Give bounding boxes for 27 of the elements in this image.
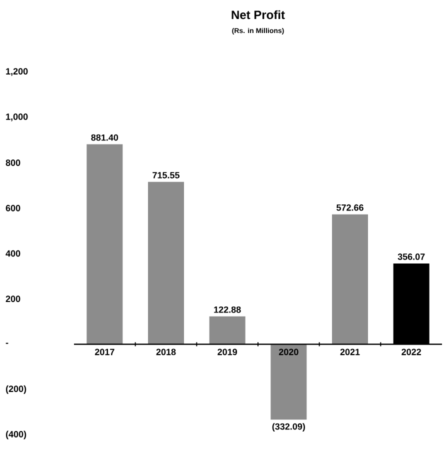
y-tick-label: 800	[6, 160, 20, 166]
bar	[332, 214, 368, 344]
bar	[270, 344, 307, 420]
chart-title: Net Profit	[232, 10, 285, 20]
y-tick-label: 400	[6, 250, 20, 257]
data-label: 881.40	[91, 134, 118, 141]
y-tick-label: (400)	[6, 430, 26, 440]
bar	[86, 144, 123, 344]
y-tick-label: 1,000	[6, 114, 28, 122]
y-tick-label: 600	[6, 204, 20, 212]
x-tick-label: 2017	[94, 348, 114, 356]
y-tick-label: (200)	[6, 385, 26, 394]
x-tick-label: 2020	[278, 348, 298, 356]
data-label: 356.07	[398, 254, 425, 260]
x-tick-label: 2019	[218, 348, 238, 356]
y-tick-label: -	[6, 342, 8, 344]
data-label: (332.09)	[272, 423, 305, 432]
y-tick-label: 1,200	[6, 68, 28, 76]
data-label: 122.88	[214, 306, 241, 313]
x-tick-label: 2021	[340, 348, 360, 356]
bar	[209, 316, 246, 344]
bar	[148, 182, 184, 344]
x-tick-label: 2022	[402, 348, 421, 356]
data-label: 715.55	[152, 172, 180, 178]
x-tick-label: 2018	[156, 348, 176, 356]
y-tick-label: 200	[6, 296, 20, 302]
data-label: 572.66	[336, 204, 364, 211]
